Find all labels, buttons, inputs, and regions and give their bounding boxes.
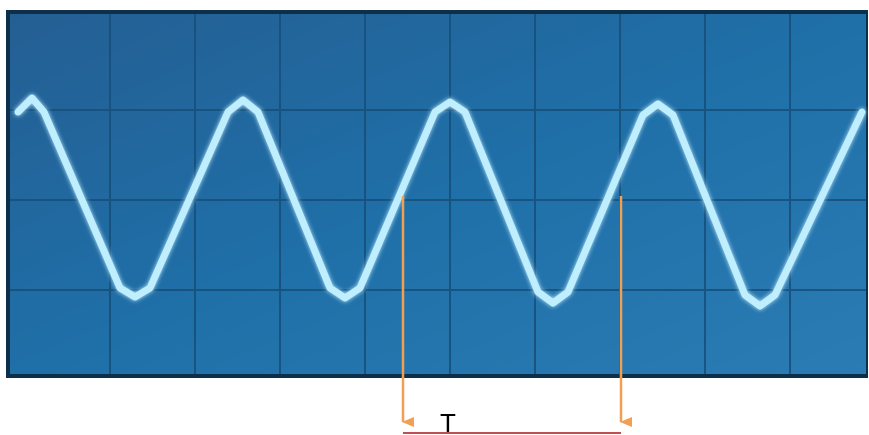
period-marker-group: T bbox=[401, 196, 632, 435]
screen-background bbox=[10, 14, 866, 374]
period-label: T bbox=[440, 408, 456, 435]
oscilloscope-screen bbox=[6, 10, 868, 378]
waveform-trace bbox=[14, 94, 866, 310]
